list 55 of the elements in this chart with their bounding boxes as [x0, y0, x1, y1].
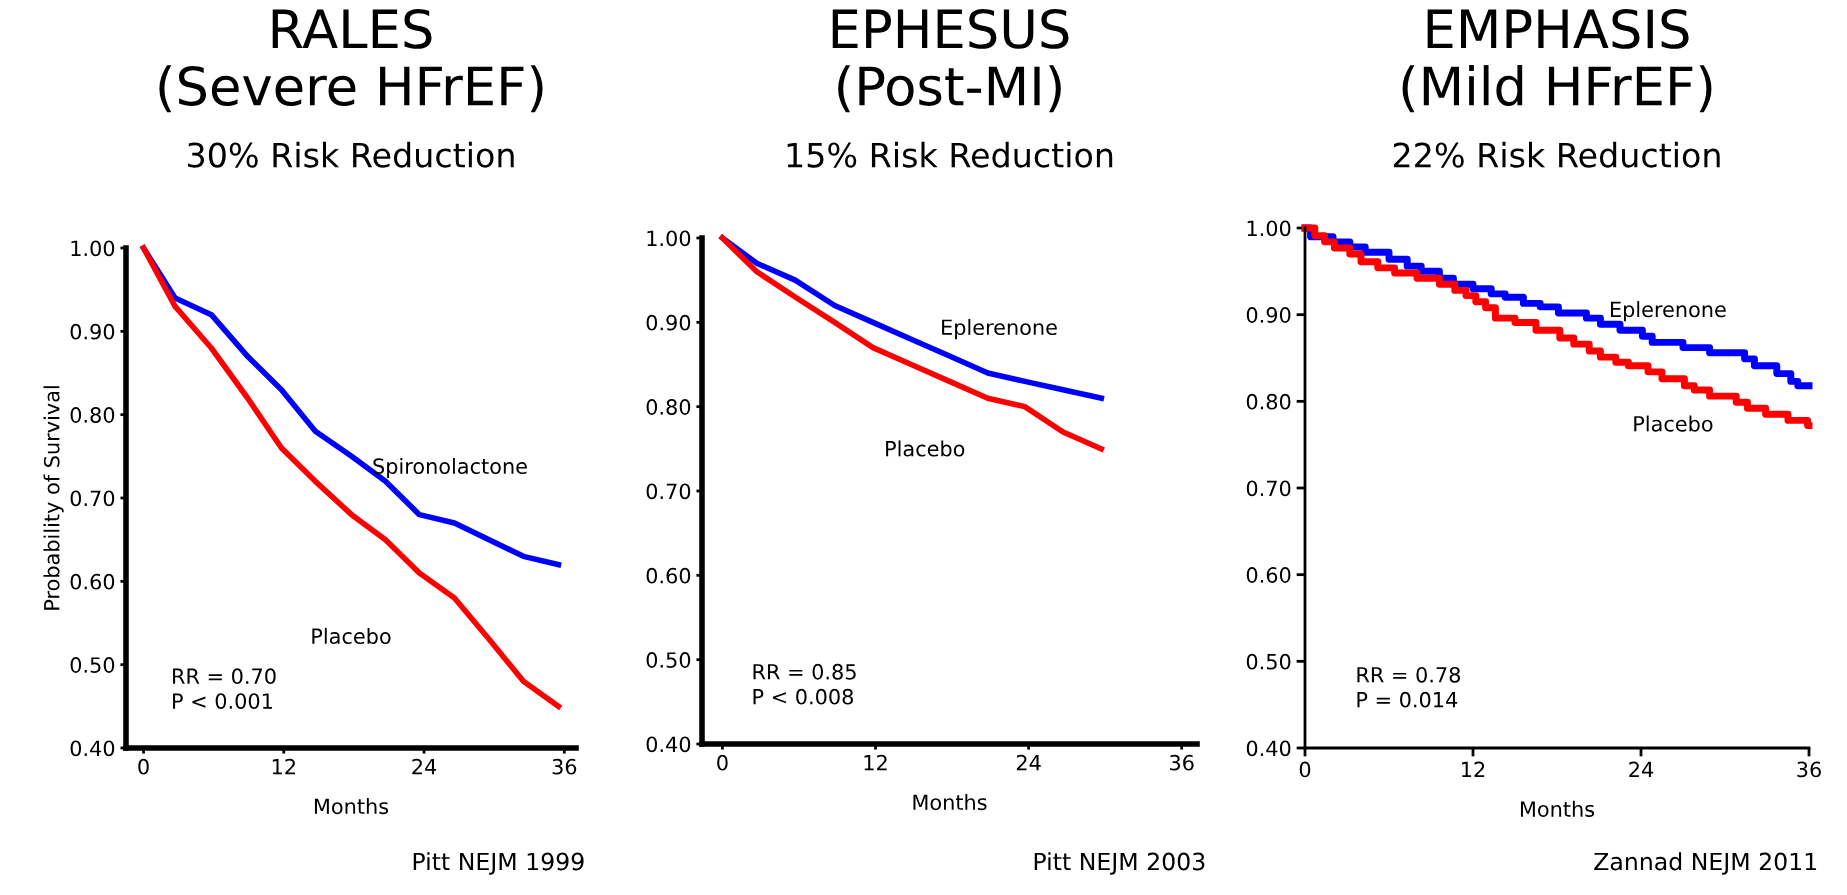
- x-tick-label: 24: [1016, 754, 1041, 771]
- x-tick-label: 12: [1462, 761, 1485, 778]
- x-axis-title: Months: [314, 798, 389, 815]
- x-tick-label: 0: [1299, 761, 1311, 778]
- text: Pitt NEJM 2003: [1034, 852, 1205, 875]
- y-tick-label: 0.80: [646, 399, 691, 415]
- x-tick-label: 0: [138, 758, 149, 775]
- y-tick-label: 0.50: [646, 652, 691, 668]
- x-tick-label: 0: [717, 754, 728, 771]
- series-label: Spironolactone: [373, 457, 527, 479]
- chart-subtitle: 22% Risk Reduction: [1393, 141, 1720, 168]
- y-axis-title: Probability of Survival: [43, 386, 64, 610]
- x-tick-label: 36: [552, 758, 577, 775]
- y-tick-label: 1.00: [647, 230, 691, 247]
- series-label: Eplerenone: [1610, 301, 1726, 322]
- chart-subtitle: 15% Risk Reduction: [787, 141, 1113, 168]
- y-tick-label: 0.40: [70, 740, 115, 757]
- series-label: Eplerenone: [942, 319, 1057, 340]
- x-axis-title: Months: [913, 794, 987, 811]
- y-tick-label: 0.40: [1246, 740, 1291, 757]
- y-tick-label: 0.40: [646, 736, 691, 753]
- y-tick-label: 0.60: [70, 573, 115, 590]
- text: Placebo: [886, 440, 965, 457]
- x-tick-label: 36: [1170, 754, 1194, 771]
- y-tick-label: 1.00: [1247, 220, 1291, 237]
- chart-subtitle: 30% Risk Reduction: [188, 141, 514, 168]
- y-tick-label: 0.70: [70, 490, 115, 507]
- y-tick-label: 0.80: [70, 407, 115, 423]
- text: Pitt NEJM 1999: [413, 852, 584, 875]
- chart-title: RALES (Severe HFrEF): [159, 8, 543, 113]
- text: Placebo: [312, 627, 391, 645]
- series-label: Placebo: [1634, 415, 1713, 432]
- y-tick-label: 0.60: [1246, 567, 1291, 583]
- x-tick-label: 24: [1629, 761, 1654, 778]
- annotation: RR = 0.70 P < 0.001: [173, 668, 276, 709]
- y-tick-label: 0.90: [646, 314, 691, 331]
- y-tick-label: 0.80: [1246, 393, 1291, 410]
- y-tick-label: 0.50: [1246, 653, 1291, 670]
- annotation: RR = 0.85 P < 0.008: [753, 663, 856, 705]
- annotation: RR = 0.78 P = 0.014: [1357, 666, 1461, 708]
- y-tick-label: 0.50: [70, 657, 115, 673]
- y-tick-label: 0.90: [1246, 307, 1291, 323]
- y-tick-label: 0.60: [646, 567, 691, 584]
- x-tick-label: 12: [864, 754, 887, 771]
- y-tick-label: 0.70: [646, 483, 691, 500]
- x-tick-label: 24: [412, 758, 437, 775]
- chart-title: EPHESUS (Post-MI): [832, 8, 1069, 113]
- y-tick-label: 0.90: [70, 323, 115, 340]
- text: Zannad NEJM 2011: [1594, 852, 1817, 875]
- x-axis-title: Months: [1520, 800, 1595, 817]
- x-tick-label: 12: [272, 758, 295, 775]
- y-tick-label: 1.00: [71, 240, 115, 257]
- chart-title: EMPHASIS (Mild HFrEF): [1402, 8, 1712, 113]
- x-tick-label: 36: [1797, 761, 1821, 778]
- y-tick-label: 0.70: [1246, 480, 1291, 497]
